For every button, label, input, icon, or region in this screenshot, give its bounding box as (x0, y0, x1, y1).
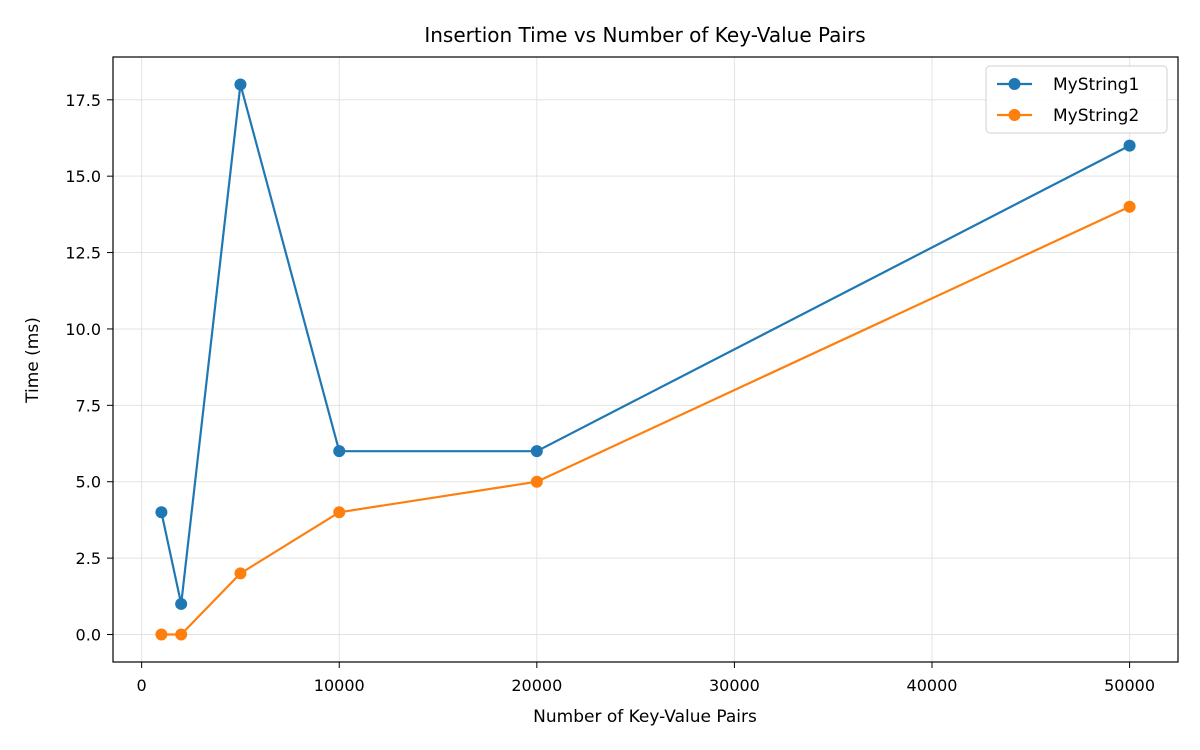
data-point (155, 506, 168, 519)
data-point (234, 567, 247, 580)
data-point (333, 445, 346, 458)
y-tick-label: 7.5 (76, 396, 101, 415)
y-tick-label: 12.5 (65, 244, 101, 263)
legend: MyString1 MyString2 (985, 65, 1168, 134)
legend-label: MyString2 (1053, 106, 1139, 126)
y-axis: 0.0 2.5 5.0 7.5 10.0 12.5 15.0 17.5 (65, 91, 113, 645)
y-tick-label: 15.0 (65, 167, 101, 186)
data-point (155, 628, 168, 641)
legend-item: MyString1 (997, 75, 1139, 95)
legend-marker (1008, 109, 1021, 121)
data-point (1123, 139, 1136, 152)
y-tick-label: 10.0 (65, 320, 101, 339)
x-tick-label: 20000 (511, 676, 562, 695)
y-tick-label: 17.5 (65, 91, 101, 110)
x-tick-label: 0 (137, 676, 147, 695)
legend-marker (1008, 78, 1021, 90)
series-MyString2 (155, 200, 1136, 641)
data-point (530, 445, 543, 458)
series-MyString1 (155, 78, 1136, 610)
x-tick-label: 10000 (314, 676, 365, 695)
x-axis-title: Number of Key-Value Pairs (533, 707, 757, 727)
series-line-MyString1 (160, 83, 1131, 606)
y-tick-label: 2.5 (76, 549, 101, 568)
x-axis: 0 10000 20000 30000 40000 50000 (137, 662, 1155, 695)
y-tick-label: 5.0 (76, 473, 101, 492)
legend-box (985, 65, 1168, 134)
grid (113, 57, 1178, 662)
data-point (333, 506, 346, 519)
y-axis-title: Time (ms) (23, 317, 43, 404)
data-point (234, 78, 247, 91)
chart-title: Insertion Time vs Number of Key-Value Pa… (424, 23, 865, 47)
legend-label: MyString1 (1053, 75, 1139, 95)
series-layer (155, 78, 1136, 641)
data-point (1123, 200, 1136, 213)
x-tick-label: 30000 (709, 676, 760, 695)
data-point (175, 628, 188, 641)
x-tick-label: 50000 (1104, 676, 1155, 695)
legend-item: MyString2 (997, 106, 1139, 126)
plot-area-frame (112, 56, 1179, 663)
data-point (175, 597, 188, 610)
data-point (530, 475, 543, 488)
x-tick-label: 40000 (907, 676, 958, 695)
y-tick-label: 0.0 (76, 626, 101, 645)
